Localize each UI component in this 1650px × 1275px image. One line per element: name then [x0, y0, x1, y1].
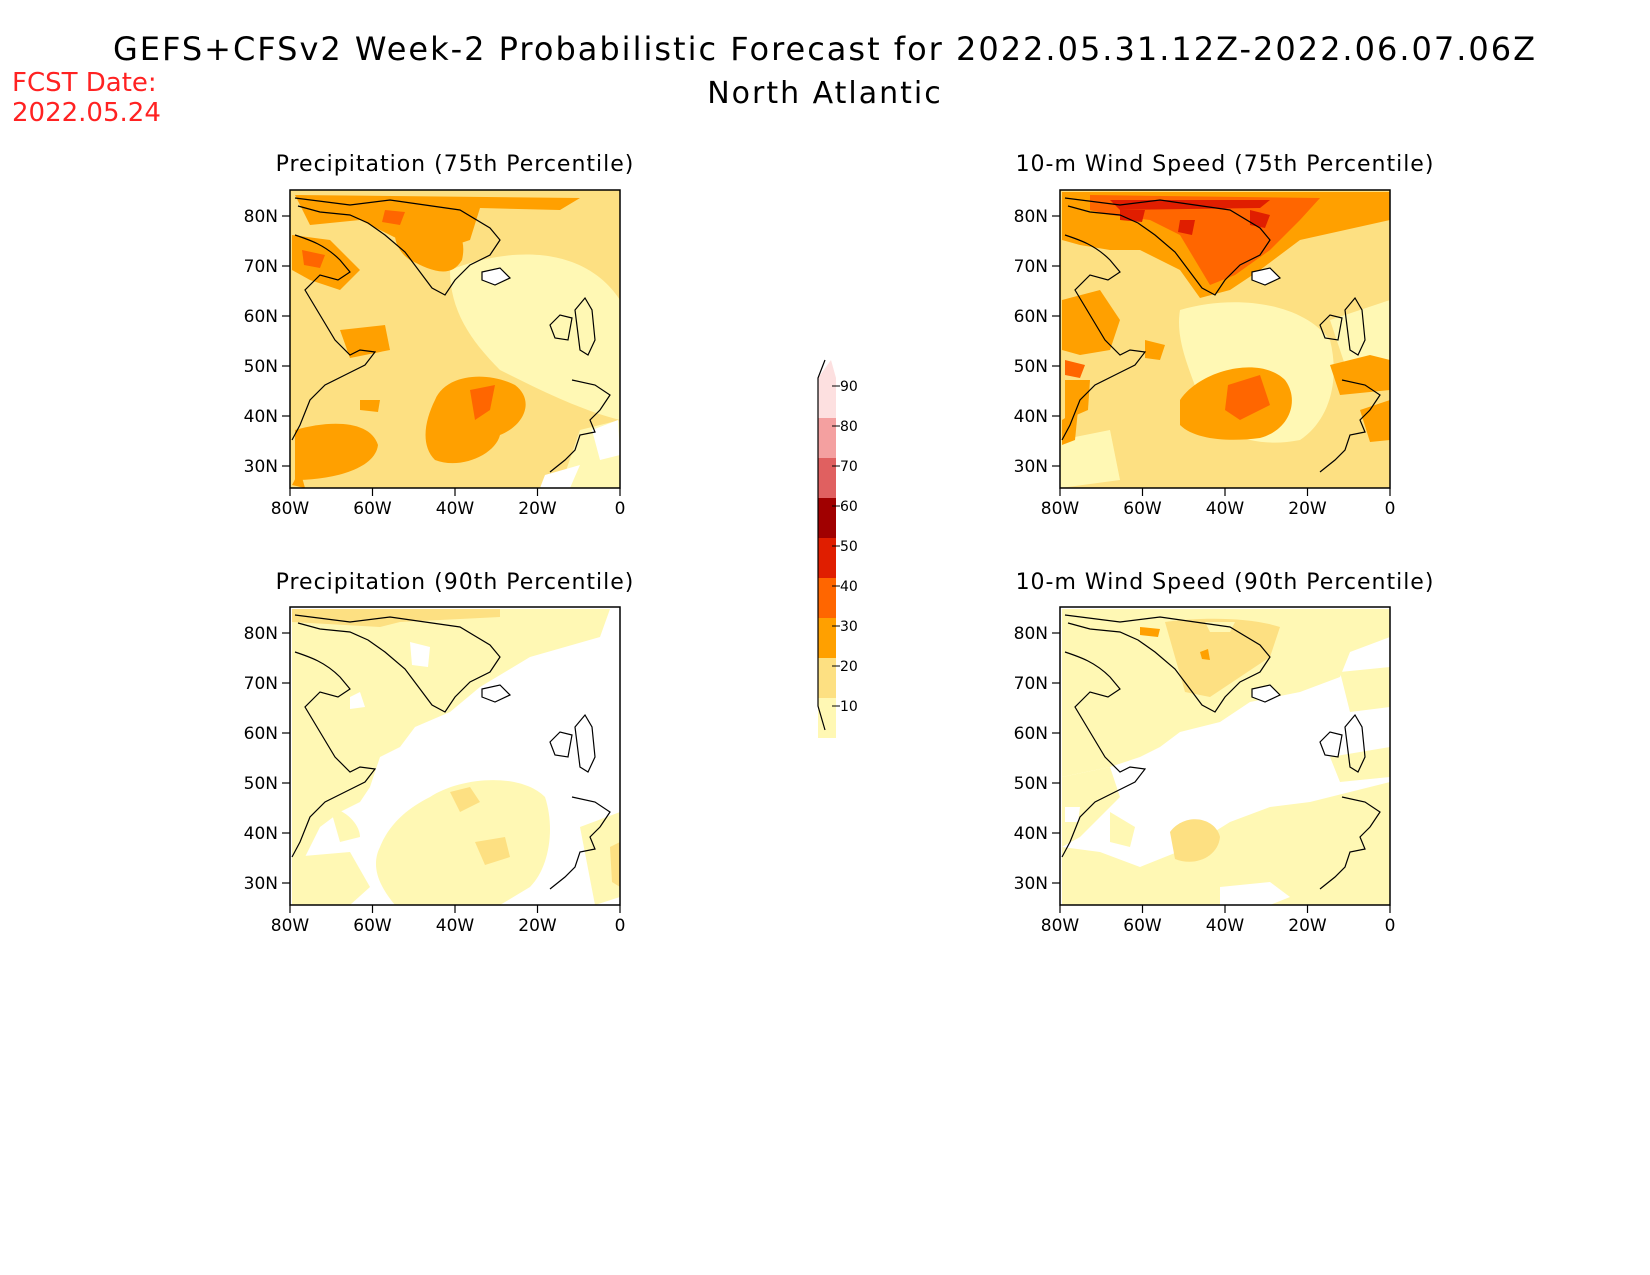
- x-tick-label: 60W: [1123, 499, 1162, 519]
- colorbar-top-cap: [818, 360, 836, 378]
- colorbar-label: 60: [840, 499, 858, 515]
- map-wind-90: 80W 60W 40W 20W 0 80N 70N 60N 50N 40N 30…: [1014, 606, 1396, 936]
- y-tick-label: 40N: [244, 824, 278, 844]
- colorbar-swatch: [818, 618, 836, 658]
- map-precip-90: 80W 60W 40W 20W 0 80N 70N 60N 50N 40N 30…: [244, 606, 626, 936]
- colorbar-swatch: [818, 538, 836, 578]
- colorbar-swatch: [818, 378, 836, 418]
- x-tick-label: 0: [1385, 916, 1396, 936]
- colorbar-swatch: [818, 418, 836, 458]
- y-tick-label: 70N: [1014, 674, 1048, 694]
- y-tick-label: 50N: [1014, 357, 1048, 377]
- region-subtitle: North Atlantic: [707, 76, 943, 111]
- panel-title-wind-90: 10-m Wind Speed (90th Percentile): [1015, 570, 1435, 595]
- colorbar-label: 10: [840, 699, 858, 715]
- colorbar-label: 50: [840, 539, 858, 555]
- x-tick-label: 0: [1385, 499, 1396, 519]
- x-tick-label: 40W: [436, 499, 475, 519]
- x-tick-label: 60W: [353, 499, 392, 519]
- y-tick-label: 80N: [1014, 207, 1048, 227]
- y-tick-label: 30N: [244, 457, 278, 477]
- y-tick-label: 50N: [244, 774, 278, 794]
- y-tick-label: 30N: [1014, 457, 1048, 477]
- y-tick-label: 30N: [1014, 874, 1048, 894]
- y-tick-label: 60N: [244, 724, 278, 744]
- x-tick-label: 40W: [436, 916, 475, 936]
- map-wind-75: 80W 60W 40W 20W 0 80N 70N 60N 50N 40N 30…: [1014, 189, 1396, 519]
- y-tick-label: 60N: [244, 307, 278, 327]
- x-tick-label: 20W: [518, 499, 557, 519]
- x-tick-label: 80W: [1041, 916, 1080, 936]
- y-tick-label: 70N: [1014, 257, 1048, 277]
- colorbar-label: 30: [840, 619, 858, 635]
- panel-title-wind-75: 10-m Wind Speed (75th Percentile): [1015, 152, 1435, 177]
- y-tick-label: 80N: [244, 207, 278, 227]
- forecast-date-label: FCST Date: 2022.05.24: [12, 68, 161, 128]
- colorbar-label: 20: [840, 659, 858, 675]
- y-tick-label: 60N: [1014, 307, 1048, 327]
- panel-title-precip-75: Precipitation (75th Percentile): [275, 152, 635, 177]
- panel-title-precip-90: Precipitation (90th Percentile): [275, 570, 635, 595]
- x-tick-label: 60W: [1123, 916, 1162, 936]
- y-tick-label: 70N: [244, 257, 278, 277]
- colorbar-label: 40: [840, 579, 858, 595]
- x-tick-label: 0: [615, 499, 626, 519]
- y-tick-label: 40N: [1014, 824, 1048, 844]
- colorbar-swatch: [818, 458, 836, 498]
- colorbar-swatch: [818, 578, 836, 618]
- colorbar-label: 80: [840, 419, 858, 435]
- main-title: GEFS+CFSv2 Week-2 Probabilistic Forecast…: [112, 30, 1538, 68]
- y-tick-label: 60N: [1014, 724, 1048, 744]
- colorbar-swatch: [818, 658, 836, 698]
- y-tick-label: 30N: [244, 874, 278, 894]
- x-tick-label: 40W: [1206, 916, 1245, 936]
- x-tick-label: 80W: [1041, 499, 1080, 519]
- colorbar-swatch: [818, 498, 836, 538]
- y-tick-label: 40N: [244, 407, 278, 427]
- x-tick-label: 20W: [518, 916, 557, 936]
- x-tick-label: 80W: [271, 916, 310, 936]
- x-tick-label: 60W: [353, 916, 392, 936]
- colorbar: 90 80 70 60 50 40 30 20 10: [817, 359, 858, 738]
- y-tick-label: 50N: [244, 357, 278, 377]
- colorbar-outline: [817, 359, 826, 731]
- colorbar-swatch: [818, 698, 836, 738]
- x-tick-label: 0: [615, 916, 626, 936]
- y-tick-label: 70N: [244, 674, 278, 694]
- y-tick-label: 50N: [1014, 774, 1048, 794]
- x-tick-label: 80W: [271, 499, 310, 519]
- forecast-date-value: 2022.05.24: [12, 98, 161, 128]
- map-precip-75: 80W 60W 40W 20W 0 80N 70N 60N 50N 40N 30…: [244, 189, 626, 519]
- colorbar-label: 90: [840, 379, 858, 395]
- x-tick-label: 40W: [1206, 499, 1245, 519]
- y-tick-label: 80N: [1014, 624, 1048, 644]
- colorbar-label: 70: [840, 459, 858, 475]
- forecast-date-caption: FCST Date:: [12, 68, 157, 98]
- y-tick-label: 40N: [1014, 407, 1048, 427]
- x-tick-label: 20W: [1288, 916, 1327, 936]
- y-tick-label: 80N: [244, 624, 278, 644]
- x-tick-label: 20W: [1288, 499, 1327, 519]
